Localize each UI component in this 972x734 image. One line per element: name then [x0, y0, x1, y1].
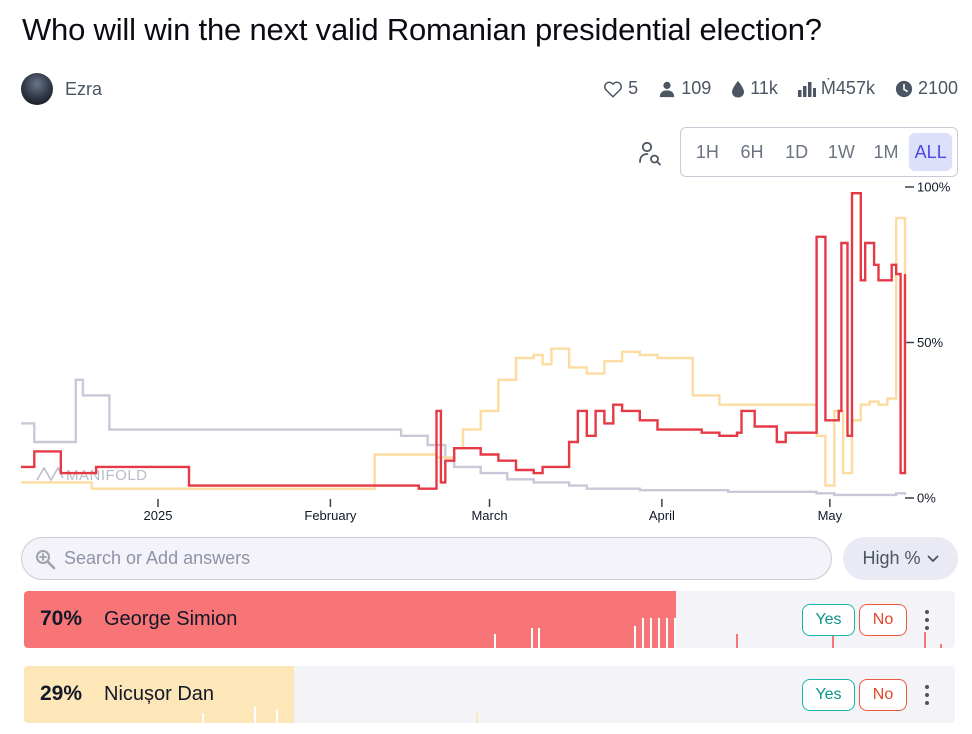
x-tick-label: 2025: [144, 508, 173, 523]
yes-button[interactable]: Yes: [802, 604, 855, 636]
author[interactable]: Ezra: [21, 73, 102, 105]
no-button[interactable]: No: [859, 679, 907, 711]
answer-row[interactable]: 29% Nicușor Dan Yes No: [24, 666, 955, 723]
answer-name[interactable]: George Simion: [104, 608, 238, 630]
liquidity-value: 11k: [750, 78, 778, 98]
search-icon: [36, 549, 56, 569]
more-options-icon[interactable]: [917, 606, 937, 634]
trade-tick: [650, 618, 652, 648]
x-tick-label: March: [471, 508, 507, 523]
trade-tick: [674, 618, 676, 648]
probability-bar: [24, 591, 676, 648]
time-range-selector: 1H 6H 1D 1W 1M ALL: [680, 127, 958, 177]
answer-row[interactable]: 70% George Simion Yes No: [24, 591, 955, 648]
x-tick-label: February: [304, 508, 357, 523]
user-icon: [659, 81, 675, 97]
trade-tick: [832, 634, 834, 648]
probability-chart[interactable]: MANIFOLD 100% 50% 0% 2025 February March April M…: [0, 180, 972, 530]
likes-count: 5: [628, 78, 639, 98]
heart-icon: [604, 80, 623, 98]
more-options-icon[interactable]: [917, 681, 937, 709]
chevron-down-icon: [927, 555, 938, 562]
trade-ticks: [202, 707, 478, 723]
answer-probability: 70%: [40, 607, 83, 630]
market-title: Who will win the next valid Romanian pre…: [22, 12, 822, 47]
series-line-george-simion: [21, 192, 907, 490]
trade-tick: [538, 628, 540, 648]
range-1d[interactable]: 1D: [785, 141, 809, 162]
x-tick-label: May: [818, 508, 843, 523]
trade-tick: [634, 626, 636, 648]
trade-tick: [658, 618, 660, 648]
clock-icon: [895, 80, 913, 97]
trade-tick: [476, 713, 478, 723]
traders-count: 109: [681, 78, 712, 98]
manifold-logo-icon: [36, 466, 64, 482]
trade-tick: [736, 634, 738, 648]
y-tick-label: 50%: [917, 335, 943, 350]
range-1h[interactable]: 1H: [695, 141, 719, 162]
y-tick-label: 0%: [917, 491, 936, 506]
trade-tick: [531, 628, 533, 648]
answer-name[interactable]: Nicușor Dan: [104, 683, 215, 705]
trade-tick: [666, 618, 668, 648]
range-1m[interactable]: 1M: [873, 141, 899, 162]
trade-tick: [940, 644, 942, 648]
chart-watermark: MANIFOLD: [66, 467, 148, 484]
sort-label: High %: [862, 548, 921, 568]
trade-tick: [924, 632, 926, 648]
volume-value: Ṁ457k: [820, 78, 875, 98]
traders-stat: 109: [658, 78, 711, 99]
close-stat: 2100: [895, 78, 958, 99]
yes-button[interactable]: Yes: [802, 679, 855, 711]
series-line-other: [21, 378, 907, 497]
bar-chart-icon: [797, 81, 816, 97]
x-tick-label: April: [649, 508, 675, 523]
answer-probability: 29%: [40, 682, 83, 705]
trade-ticks: [494, 618, 942, 648]
range-6h[interactable]: 6H: [740, 141, 764, 162]
trade-tick: [642, 618, 644, 648]
range-1w[interactable]: 1W: [827, 141, 855, 162]
probability-bar: [24, 666, 294, 723]
like-stat[interactable]: 5: [603, 78, 638, 99]
avatar[interactable]: [21, 73, 53, 105]
close-value: 2100: [917, 78, 958, 98]
market-stats: 5 109 11k Ṁ457k 2100: [603, 78, 958, 99]
author-name[interactable]: Ezra: [65, 78, 103, 99]
droplet-icon: [732, 80, 745, 97]
no-button[interactable]: No: [859, 604, 907, 636]
volume-stat: Ṁ457k: [797, 78, 875, 99]
y-tick-label: 100%: [917, 180, 951, 195]
search-input[interactable]: Search or Add answers: [64, 548, 251, 568]
liquidity-stat: 11k: [731, 78, 778, 99]
range-all[interactable]: ALL: [909, 133, 953, 171]
trade-tick: [254, 707, 256, 723]
trade-tick: [202, 713, 204, 723]
trade-tick: [494, 634, 496, 648]
series-line-nicu-or-dan: [21, 216, 907, 490]
search-users-icon[interactable]: [638, 140, 662, 166]
sort-dropdown[interactable]: High %: [843, 537, 958, 580]
trade-tick: [276, 709, 278, 723]
answer-search[interactable]: Search or Add answers: [21, 537, 832, 580]
